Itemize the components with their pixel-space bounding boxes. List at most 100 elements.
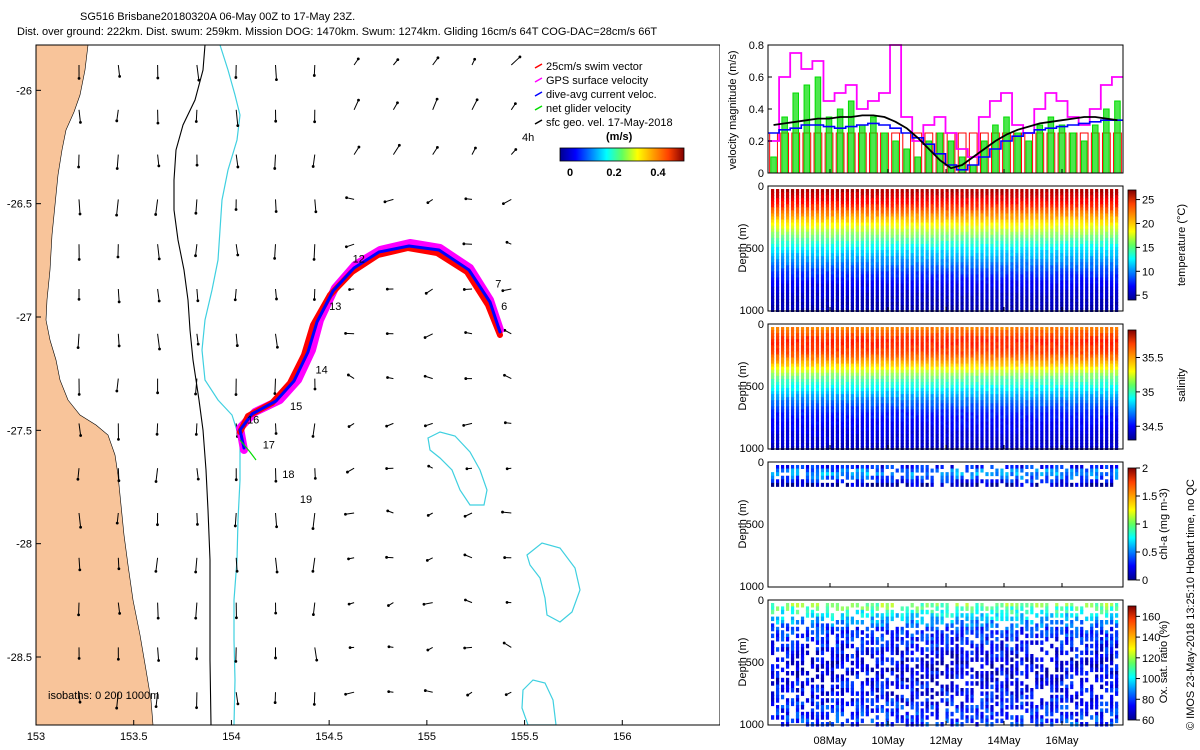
section-cell — [900, 381, 904, 386]
section-cell — [875, 336, 879, 341]
section-cell — [795, 424, 800, 429]
section-cell — [820, 363, 825, 368]
section-cell — [790, 327, 795, 331]
section-cell — [980, 304, 984, 309]
section-cell — [895, 289, 899, 294]
section-cell — [1035, 234, 1039, 239]
lon-tick-label: 155.5 — [511, 731, 539, 743]
section-cell — [1030, 195, 1034, 200]
section-cell — [890, 409, 894, 414]
section-cell — [855, 436, 859, 441]
section-cell — [915, 409, 919, 414]
velocity-arrow — [275, 333, 278, 348]
section-cell — [825, 204, 830, 209]
section-cell — [810, 345, 815, 350]
section-cell — [865, 240, 869, 245]
section-cell — [775, 418, 780, 423]
section-cell — [820, 403, 825, 408]
section-cell — [825, 351, 830, 356]
section-cell — [935, 265, 939, 270]
section-cell — [870, 204, 874, 209]
section-cell — [1090, 274, 1094, 279]
section-cell — [860, 225, 864, 230]
isobath-200m — [173, 45, 212, 725]
section-cell — [775, 271, 780, 276]
section-cell — [790, 409, 795, 414]
section-cell — [975, 240, 979, 245]
section-cell — [785, 222, 790, 227]
section-cell — [890, 210, 894, 215]
section-cell — [995, 207, 999, 212]
section-cell — [985, 243, 989, 248]
section-cell — [875, 375, 879, 380]
lat-tick-label: -26.5 — [7, 199, 32, 211]
section-cell — [915, 256, 919, 261]
section-cell — [880, 234, 884, 239]
section-cell — [940, 381, 944, 386]
section-cell — [1015, 277, 1019, 282]
section-cell — [1080, 292, 1084, 297]
section-cell — [855, 259, 859, 264]
section-cell — [955, 427, 959, 432]
section-cell — [895, 308, 899, 312]
section-cell — [965, 360, 969, 365]
section-cell — [915, 354, 919, 359]
section-cell — [795, 375, 800, 380]
section-cell — [775, 348, 780, 353]
section-cell — [771, 189, 775, 193]
section-cell — [771, 375, 775, 380]
section-cell — [900, 259, 904, 264]
section-cell — [965, 436, 969, 441]
section-cell — [805, 207, 810, 212]
velocity-arrowhead — [344, 331, 347, 335]
section-cell — [910, 339, 914, 344]
section-cell — [810, 394, 815, 399]
section-cell — [855, 250, 859, 255]
section-cell — [975, 369, 979, 374]
velocity-arrowhead — [76, 346, 80, 350]
section-cell — [860, 216, 864, 221]
section-cell — [1115, 250, 1119, 255]
section-cell — [820, 198, 825, 203]
section-cell — [855, 430, 859, 435]
section-cell — [940, 295, 944, 300]
section-cell — [790, 298, 795, 303]
section-cell — [1055, 219, 1059, 224]
velocity-arrow — [235, 692, 239, 705]
section-cell — [790, 388, 795, 393]
section-cell — [805, 336, 810, 341]
section-cell — [885, 198, 889, 203]
section-cell — [790, 189, 795, 193]
section-cell — [970, 265, 974, 270]
section-cell — [920, 430, 924, 435]
section-cell — [965, 240, 969, 245]
section-cell — [880, 403, 884, 408]
section-cell — [780, 301, 785, 306]
section-cell — [1105, 243, 1109, 248]
section-cell — [940, 430, 944, 435]
velocity-arrow — [314, 468, 316, 479]
section-cell — [830, 234, 835, 239]
section-cell — [805, 204, 810, 209]
section-cell — [900, 295, 904, 300]
section-cell — [840, 216, 844, 221]
section-cell — [970, 189, 974, 193]
section-cell — [1030, 207, 1034, 212]
section-cell — [815, 271, 820, 276]
section-cell — [930, 237, 934, 242]
section-cell — [950, 333, 954, 338]
section-cell — [775, 397, 780, 402]
velocity-arrowhead — [312, 257, 316, 261]
velocity-arrowhead — [386, 376, 389, 379]
section-cell — [970, 421, 974, 426]
section-cell — [1010, 198, 1014, 203]
section-cell — [975, 216, 979, 221]
section-cell — [885, 345, 889, 350]
section-cell — [930, 280, 934, 285]
section-cell — [850, 342, 854, 347]
section-cell — [935, 256, 939, 261]
section-cell — [960, 216, 964, 221]
section-cell — [1095, 234, 1099, 239]
section-cell — [890, 406, 894, 411]
